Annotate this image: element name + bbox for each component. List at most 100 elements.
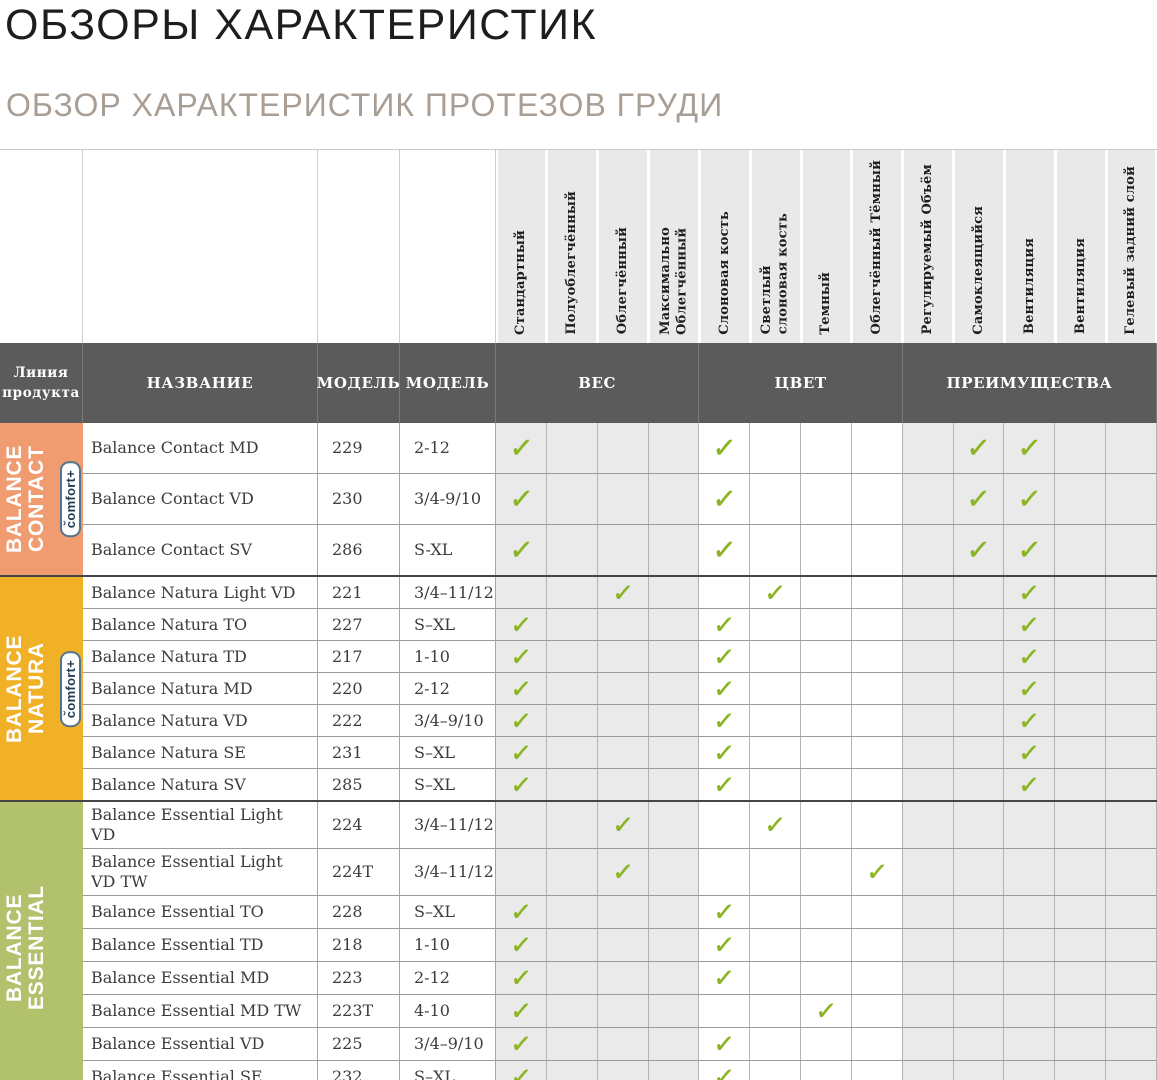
feature-cell: ✓ bbox=[496, 737, 547, 769]
feature-cell bbox=[1055, 769, 1107, 801]
feature-cell: ✓ bbox=[1004, 769, 1056, 801]
feature-cell bbox=[801, 577, 852, 609]
feature-cell bbox=[902, 737, 954, 769]
product-size-range: 3/4–11/12 bbox=[400, 849, 496, 896]
feature-cell bbox=[1106, 929, 1157, 962]
feature-cell: ✓ bbox=[699, 1028, 751, 1061]
product-size-range: S–XL bbox=[400, 896, 496, 929]
feature-cell: ✓ bbox=[597, 577, 649, 609]
feature-cell bbox=[801, 641, 852, 673]
feature-cell bbox=[1055, 474, 1107, 525]
feature-cell bbox=[953, 802, 1005, 849]
feature-cell bbox=[648, 423, 700, 474]
group-label-text: BALANCE NATURA bbox=[3, 634, 49, 744]
feature-cell: ✓ bbox=[496, 705, 547, 737]
feature-cell bbox=[546, 474, 598, 525]
feature-cell bbox=[902, 802, 954, 849]
checkmark-icon: ✓ bbox=[712, 642, 736, 672]
feature-cell bbox=[750, 995, 802, 1028]
feature-cell bbox=[597, 896, 649, 929]
product-model: 232 bbox=[318, 1061, 400, 1080]
feature-cell bbox=[1055, 577, 1107, 609]
feature-cell bbox=[801, 525, 852, 576]
feature-cell: ✓ bbox=[1004, 673, 1056, 705]
feature-cell bbox=[1055, 525, 1107, 576]
feature-header-10: Самоклеящийся bbox=[955, 150, 1003, 344]
feature-cell bbox=[750, 705, 802, 737]
checkmark-icon: ✓ bbox=[965, 432, 992, 465]
checkmark-icon: ✓ bbox=[1017, 610, 1041, 640]
feature-cell bbox=[902, 896, 954, 929]
feature-cell bbox=[750, 609, 802, 641]
feature-cell bbox=[648, 577, 700, 609]
feature-cell bbox=[1055, 849, 1107, 896]
feature-cell bbox=[851, 896, 903, 929]
feature-cell bbox=[699, 577, 751, 609]
group-label-balance-natura: BALANCE NATURA c̆omfort+ bbox=[0, 577, 83, 801]
feature-cell: ✓ bbox=[851, 849, 903, 896]
table-row: Balance Contact MD 229 2-12 ✓ ✓ ✓ ✓ bbox=[83, 423, 1157, 474]
checkmark-icon: ✓ bbox=[712, 1030, 736, 1059]
feature-cell: ✓ bbox=[699, 962, 751, 995]
feature-cell bbox=[1106, 896, 1157, 929]
product-name: Balance Natura TO bbox=[83, 609, 318, 641]
feature-cell: ✓ bbox=[496, 929, 547, 962]
group-rows: Balance Contact MD 229 2-12 ✓ ✓ ✓ ✓ Balance Con… bbox=[83, 423, 1157, 576]
feature-cell bbox=[699, 802, 751, 849]
product-name: Balance Essential SE bbox=[83, 1061, 318, 1080]
feature-cell bbox=[1106, 995, 1157, 1028]
header-spacer-model bbox=[318, 150, 400, 344]
feature-cell bbox=[801, 1061, 852, 1080]
feature-cell: ✓ bbox=[496, 769, 547, 801]
feature-cell bbox=[801, 474, 852, 525]
checkmark-icon: ✓ bbox=[509, 770, 533, 800]
feature-cell bbox=[750, 1061, 802, 1080]
product-size-range: S-XL bbox=[400, 525, 496, 576]
product-name: Balance Natura MD bbox=[83, 673, 318, 705]
product-group-balance-natura: BALANCE NATURA c̆omfort+ Balance Natura Li… bbox=[0, 575, 1157, 801]
product-model: 217 bbox=[318, 641, 400, 673]
feature-cell: ✓ bbox=[496, 525, 547, 576]
feature-header-7: Темный bbox=[802, 150, 851, 344]
product-model: 220 bbox=[318, 673, 400, 705]
checkmark-icon: ✓ bbox=[712, 738, 736, 768]
checkmark-icon: ✓ bbox=[611, 578, 635, 608]
feature-cell bbox=[851, 609, 903, 641]
feature-cell bbox=[648, 474, 700, 525]
feature-header-label: Регулируемый Объём bbox=[920, 164, 936, 335]
checkmark-icon: ✓ bbox=[712, 770, 736, 800]
feature-cell bbox=[546, 769, 598, 801]
table-row: Balance Natura TD 217 1-10 ✓ ✓ ✓ bbox=[83, 640, 1157, 673]
feature-cell bbox=[801, 769, 852, 801]
checkmark-icon: ✓ bbox=[1016, 534, 1043, 567]
feature-cell bbox=[546, 896, 598, 929]
feature-cell bbox=[1106, 577, 1157, 609]
feature-cell bbox=[597, 609, 649, 641]
product-name: Balance Essential Light VD bbox=[83, 802, 318, 849]
product-size-range: S–XL bbox=[400, 609, 496, 641]
feature-cell: ✓ bbox=[597, 802, 649, 849]
feature-header-label: Стандартный bbox=[513, 229, 529, 335]
feature-cell bbox=[597, 474, 649, 525]
feature-cell bbox=[597, 769, 649, 801]
feature-cell bbox=[801, 962, 852, 995]
feature-header-2: Полуоблегчённый bbox=[548, 150, 597, 344]
product-name: Balance Essential VD bbox=[83, 1028, 318, 1061]
checkmark-icon: ✓ bbox=[965, 483, 992, 516]
feature-cell bbox=[851, 769, 903, 801]
feature-cell bbox=[953, 1028, 1005, 1061]
feature-cell bbox=[597, 1061, 649, 1080]
feature-header-9: Регулируемый Объём bbox=[904, 150, 953, 344]
feature-cell bbox=[496, 577, 547, 609]
feature-cell bbox=[851, 802, 903, 849]
feature-cell bbox=[648, 673, 700, 705]
feature-cell: ✓ bbox=[699, 474, 751, 525]
checkmark-icon: ✓ bbox=[509, 964, 533, 993]
table-row: Balance Essential MD 223 2-12 ✓ ✓ bbox=[83, 961, 1157, 995]
feature-cell bbox=[1106, 673, 1157, 705]
feature-cell: ✓ bbox=[1004, 474, 1056, 525]
checkmark-icon: ✓ bbox=[1017, 642, 1041, 672]
feature-cell bbox=[597, 995, 649, 1028]
feature-cell: ✓ bbox=[953, 525, 1005, 576]
feature-cell bbox=[1055, 641, 1107, 673]
